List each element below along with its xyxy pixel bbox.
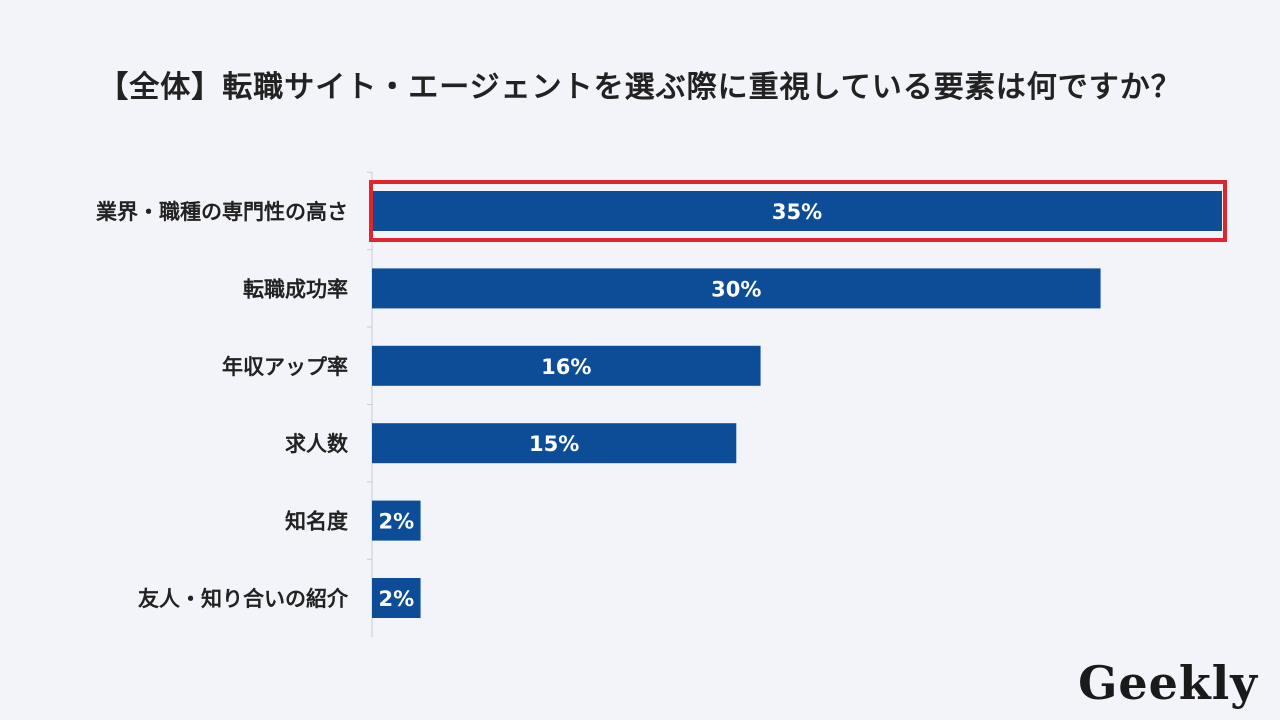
bar [372,345,761,386]
highlight-frame [369,180,1227,242]
value-label: 35% [772,200,822,224]
geekly-logo: Geekly [1078,656,1258,710]
bar [372,500,421,541]
value-label: 15% [529,432,579,456]
bar [372,578,421,618]
value-label: 30% [711,277,761,301]
category-label: 年収アップ率 [222,355,348,379]
category-label: 知名度 [285,510,348,534]
value-label: 2% [378,587,414,611]
bar [372,268,1101,309]
category-label: 友人・知り合いの紹介 [138,587,349,611]
bar [372,423,737,464]
value-label: 16% [541,355,591,379]
bar [372,191,1222,231]
value-label: 2% [378,510,414,534]
chart-title: 【全体】転職サイト・エージェントを選ぶ際に重視している要素は何ですか？ [98,70,1182,105]
category-label: 求人数 [285,432,349,456]
category-label: 業界・職種の専門性の高さ [96,200,348,224]
category-label: 転職成功率 [243,277,348,301]
